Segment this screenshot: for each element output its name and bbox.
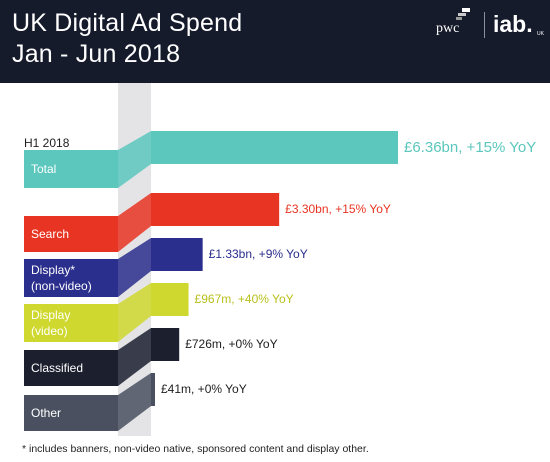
bar [151, 373, 155, 406]
bar [151, 328, 180, 361]
category-box [24, 395, 118, 431]
bar-connector [118, 283, 151, 342]
iab-logo-uk: UK [537, 31, 544, 37]
category-box [24, 304, 118, 342]
bar-connector [118, 238, 151, 297]
category-label: Classified [31, 361, 84, 375]
bar-connector [118, 131, 151, 188]
category-label: Display (video) [31, 308, 71, 338]
pwc-logo-mark-icon [456, 8, 470, 20]
logo-divider [484, 12, 485, 38]
category-label: Search [31, 227, 70, 241]
value-label: £41m, +0% YoY [161, 382, 247, 397]
footnote: * includes banners, non-video native, sp… [22, 443, 369, 455]
bar [151, 131, 398, 164]
value-label: £1.33bn, +9% YoY [208, 247, 308, 262]
iab-logo: iab. [493, 11, 533, 37]
period-label: H1 2018 [24, 136, 70, 150]
title-line-2: Jan - Jun 2018 [12, 40, 181, 68]
category-box [24, 350, 118, 386]
bar [151, 193, 280, 226]
category-box [24, 150, 118, 188]
header-banner: UK Digital Ad Spend Jan - Jun 2018 pwc i… [0, 0, 550, 83]
bar-connector [118, 328, 151, 386]
pwc-logo: pwc [436, 21, 460, 36]
value-label: £3.30bn, +15% YoY [285, 202, 391, 217]
category-box [24, 216, 118, 252]
value-label: £726m, +0% YoY [185, 337, 278, 352]
bar-connector [118, 373, 151, 431]
category-box [24, 259, 118, 297]
value-label: £967m, +40% YoY [194, 292, 294, 307]
bar-connector [118, 193, 151, 252]
title-line-1: UK Digital Ad Spend [12, 9, 243, 37]
value-label: £6.36bn, +15% YoY [404, 138, 537, 156]
bar [151, 238, 203, 271]
bar [151, 283, 189, 316]
category-label: Other [31, 406, 62, 420]
category-label: Display* (non-video) [31, 263, 92, 293]
category-label: Total [31, 162, 57, 176]
